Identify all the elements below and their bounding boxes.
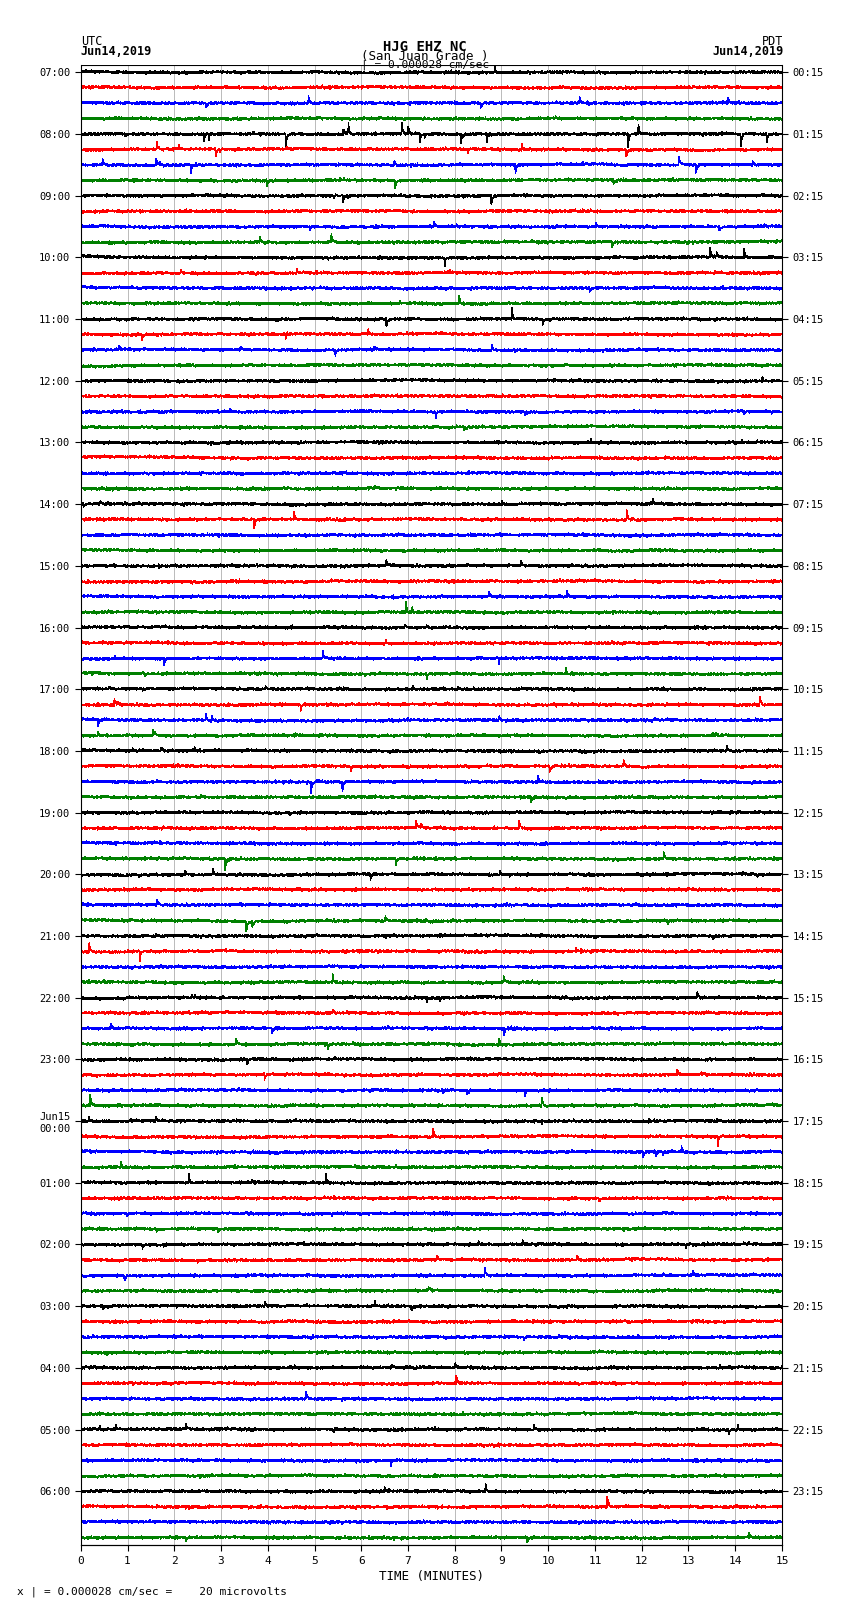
- Text: PDT: PDT: [762, 35, 784, 48]
- Text: Jun14,2019: Jun14,2019: [712, 45, 784, 58]
- Text: x | = 0.000028 cm/sec =    20 microvolts: x | = 0.000028 cm/sec = 20 microvolts: [17, 1586, 287, 1597]
- Text: HJG EHZ NC: HJG EHZ NC: [383, 40, 467, 55]
- Text: | = 0.000028 cm/sec: | = 0.000028 cm/sec: [361, 60, 489, 71]
- Text: (San Juan Grade ): (San Juan Grade ): [361, 50, 489, 63]
- Text: UTC: UTC: [81, 35, 102, 48]
- Text: Jun14,2019: Jun14,2019: [81, 45, 152, 58]
- X-axis label: TIME (MINUTES): TIME (MINUTES): [379, 1569, 484, 1582]
